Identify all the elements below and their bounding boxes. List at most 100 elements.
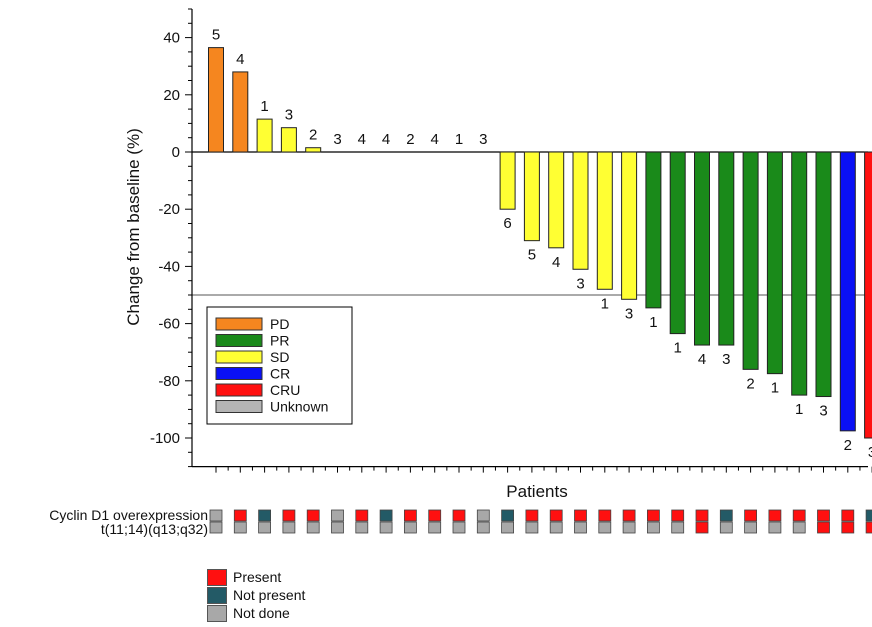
translocation-cell [501, 521, 515, 534]
translocation-cell [622, 521, 636, 534]
translocation-cell [525, 521, 539, 534]
bar [839, 151, 856, 432]
bar-label: 1 [771, 380, 779, 397]
bar-label: 5 [212, 27, 220, 44]
translocation-cell [306, 521, 320, 534]
translocation-cell [282, 521, 296, 534]
status-legend-label: Present [233, 569, 282, 585]
bars: 5413234424136543131143211323 [208, 27, 872, 461]
legend-swatch [215, 367, 263, 380]
bar-label: 1 [795, 401, 803, 418]
translocation-cell [355, 521, 369, 534]
legend-swatch [215, 383, 263, 397]
bar [864, 151, 872, 439]
translocation-cell [744, 521, 757, 534]
cyclin-d1-cell [671, 509, 685, 522]
bar [305, 147, 322, 153]
bar-label: 4 [552, 254, 560, 271]
x-axis-title: Patients [506, 482, 567, 501]
translocation-cell [695, 521, 709, 534]
bar [548, 151, 565, 249]
bar-label: 1 [674, 340, 682, 357]
bar-label: 2 [844, 437, 852, 454]
cyclin-d1-cell [695, 509, 709, 522]
cyclin-d1-cell [841, 509, 855, 522]
track-label-cyclin-d1: Cyclin D1 overexpression [49, 507, 208, 523]
cyclin-d1-cell [306, 509, 320, 522]
translocation-cell [331, 521, 344, 534]
status-legend-item-not-present: Not present [207, 586, 305, 604]
bar-label: 1 [601, 295, 609, 312]
legend-swatch [215, 334, 263, 347]
translocation-cell [428, 521, 442, 534]
cyclin-d1-cell [428, 509, 442, 522]
status-legend-item-not-done: Not done [207, 604, 305, 622]
bar [572, 151, 589, 270]
translocation-cell [549, 521, 563, 534]
bar-label: 4 [431, 131, 439, 148]
legend-label: Unknown [270, 399, 328, 415]
translocation-cell [768, 521, 782, 534]
cyclin-d1-cell [452, 509, 466, 522]
translocation-cell [817, 521, 830, 534]
translocation-cell [379, 521, 393, 534]
cyclin-d1-cell [549, 509, 563, 522]
bar [766, 151, 783, 375]
cyclin-d1-cell [331, 509, 344, 522]
legend-swatch [215, 317, 263, 331]
cyclin-d1-cell [598, 509, 612, 522]
legend-label: SD [270, 349, 289, 365]
cyclin-d1-cell [379, 509, 393, 522]
bar-label: 1 [649, 314, 657, 331]
bar-label: 3 [479, 131, 487, 148]
cyclin-d1-cell [719, 509, 733, 522]
legend-label: CR [270, 366, 290, 382]
legend-label: CRU [270, 382, 300, 398]
bar [645, 151, 662, 309]
status-swatch-not-present [207, 586, 227, 604]
bar [742, 151, 759, 370]
cyclin-d1-cell [817, 509, 830, 522]
cyclin-d1-cell [282, 509, 296, 522]
bar-label: 6 [503, 215, 511, 232]
status-legend: Present Not present Not done [207, 568, 305, 622]
status-legend-item-present: Present [207, 568, 305, 586]
translocation-cell [574, 521, 587, 534]
y-tick-label: -80 [158, 373, 180, 390]
bar [815, 151, 832, 398]
legend-label: PR [270, 333, 289, 349]
cyclin-d1-cell [355, 509, 369, 522]
bar-label: 1 [455, 131, 463, 148]
bar-label: 3 [285, 107, 293, 124]
bar-label: 3 [722, 351, 730, 368]
bar-label: 5 [528, 247, 536, 264]
bar-label: 3 [819, 403, 827, 420]
cyclin-d1-cell [209, 509, 223, 522]
cyclin-d1-cell [768, 509, 782, 522]
cyclin-d1-cell [233, 509, 247, 522]
bar [718, 151, 735, 346]
y-tick-label: -100 [150, 430, 180, 447]
y-tick-label: -40 [158, 258, 180, 275]
bar-label: 1 [260, 98, 268, 115]
cyclin-d1-cell [501, 509, 515, 522]
bar-label: 3 [576, 275, 584, 292]
cyclin-d1-cell [792, 509, 806, 522]
translocation-cell [452, 521, 466, 534]
translocation-cell [671, 521, 685, 534]
track-label-translocation: t(11;14)(q13;q32) [100, 521, 208, 537]
legend-swatch [215, 350, 263, 364]
bar-label: 2 [406, 131, 414, 148]
translocation-cell [233, 521, 247, 534]
bar-label: 4 [358, 131, 366, 148]
y-tick-label: -20 [158, 201, 180, 218]
cyclin-d1-cell [622, 509, 636, 522]
bar-label: 4 [382, 131, 390, 148]
bar-label: 4 [698, 351, 706, 368]
bar [621, 151, 638, 300]
bar-label: 3 [868, 444, 872, 461]
bar-label: 3 [333, 131, 341, 148]
bar [523, 151, 540, 242]
